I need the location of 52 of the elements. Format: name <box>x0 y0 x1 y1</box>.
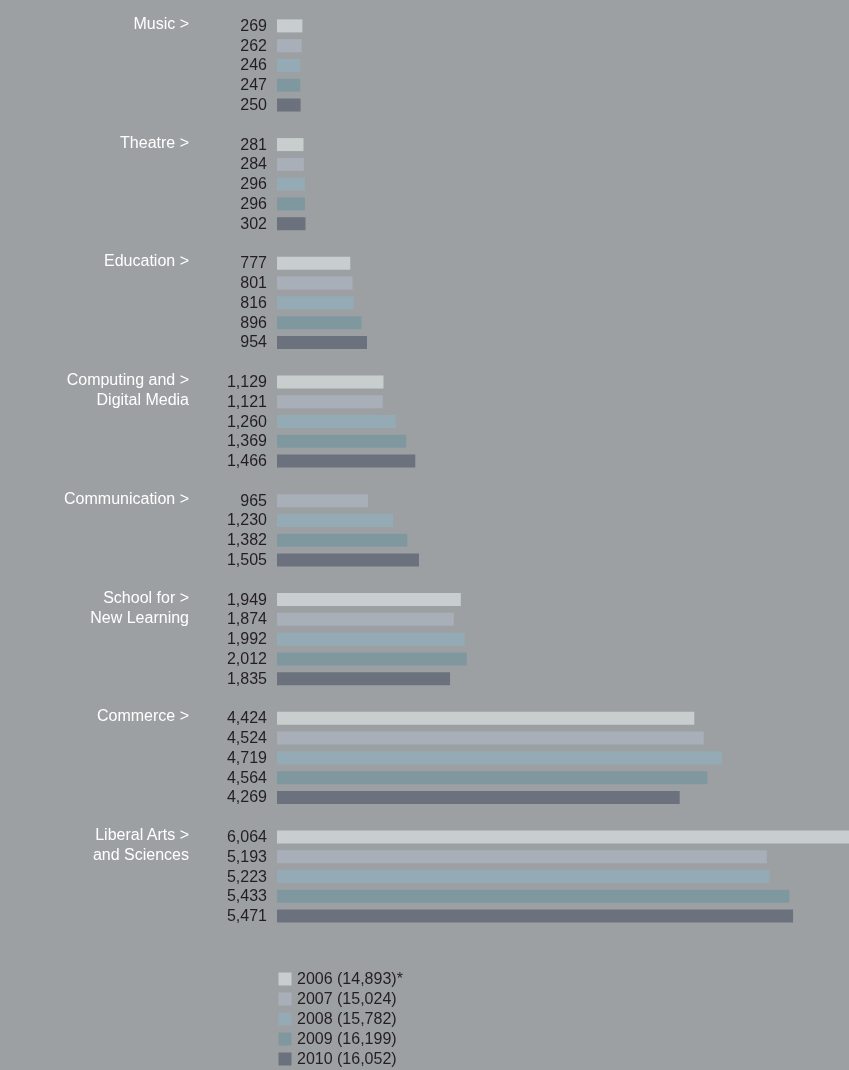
data-label: 965 <box>240 491 268 509</box>
y-tick-label: Education > <box>104 252 189 270</box>
data-label: 1,121 <box>226 392 268 410</box>
y-tick-label: Liberal Arts > and Sciences <box>92 825 189 863</box>
data-label: 801 <box>240 274 268 292</box>
y-tick-label: School for > New Learning <box>90 588 189 626</box>
data-label: 296 <box>240 194 268 212</box>
data-label: 4,564 <box>226 768 268 786</box>
data-label: 302 <box>240 214 268 232</box>
y-tick-label: Theatre > <box>120 133 189 151</box>
data-label: 4,269 <box>226 788 268 806</box>
data-label: 1,260 <box>226 412 268 430</box>
data-label: 1,874 <box>226 610 268 628</box>
data-label: 1,949 <box>226 590 268 608</box>
data-label: 250 <box>240 96 268 114</box>
data-label: 1,369 <box>226 432 268 450</box>
y-tick-label: Communication > <box>64 489 189 507</box>
data-label: 247 <box>240 76 268 94</box>
data-label: 1,382 <box>226 531 268 549</box>
data-label: 296 <box>240 175 268 193</box>
data-label: 281 <box>240 135 268 153</box>
y-tick-label: Computing and > Digital Media <box>66 370 190 408</box>
data-label: 4,524 <box>226 729 268 747</box>
data-label: 5,193 <box>226 847 268 865</box>
legend-label: 2007 (15,024) <box>297 990 397 1007</box>
data-label: 816 <box>240 293 268 311</box>
data-label: 1,129 <box>226 372 268 390</box>
y-tick-label: Music > <box>133 14 189 32</box>
data-label: 284 <box>240 155 268 173</box>
legend-label: 2006 (14,893)* <box>297 970 403 987</box>
legend-label: 2008 (15,782) <box>297 1010 397 1027</box>
data-label: 1,466 <box>226 452 268 470</box>
data-label: 5,433 <box>226 887 268 905</box>
legend-label: 2009 (16,199) <box>297 1030 397 1047</box>
data-label: 246 <box>240 56 268 74</box>
data-label: 777 <box>240 254 268 272</box>
data-label: 1,835 <box>226 669 268 687</box>
legend-label: 2010 (16,052) <box>297 1050 397 1067</box>
data-label: 1,992 <box>226 630 268 648</box>
data-label: 4,424 <box>226 709 268 727</box>
data-label: 2,012 <box>226 649 268 667</box>
data-label: 896 <box>240 313 268 331</box>
data-label: 5,223 <box>226 867 268 885</box>
data-label: 5,471 <box>226 907 268 925</box>
data-label: 269 <box>240 16 268 34</box>
data-label: 262 <box>240 36 268 54</box>
y-tick-label: Commerce > <box>96 707 189 725</box>
data-label: 4,719 <box>226 748 268 766</box>
data-label: 1,230 <box>226 511 268 529</box>
data-label: 954 <box>240 333 268 351</box>
data-label: 6,064 <box>226 827 268 845</box>
data-label: 1,505 <box>226 551 268 569</box>
